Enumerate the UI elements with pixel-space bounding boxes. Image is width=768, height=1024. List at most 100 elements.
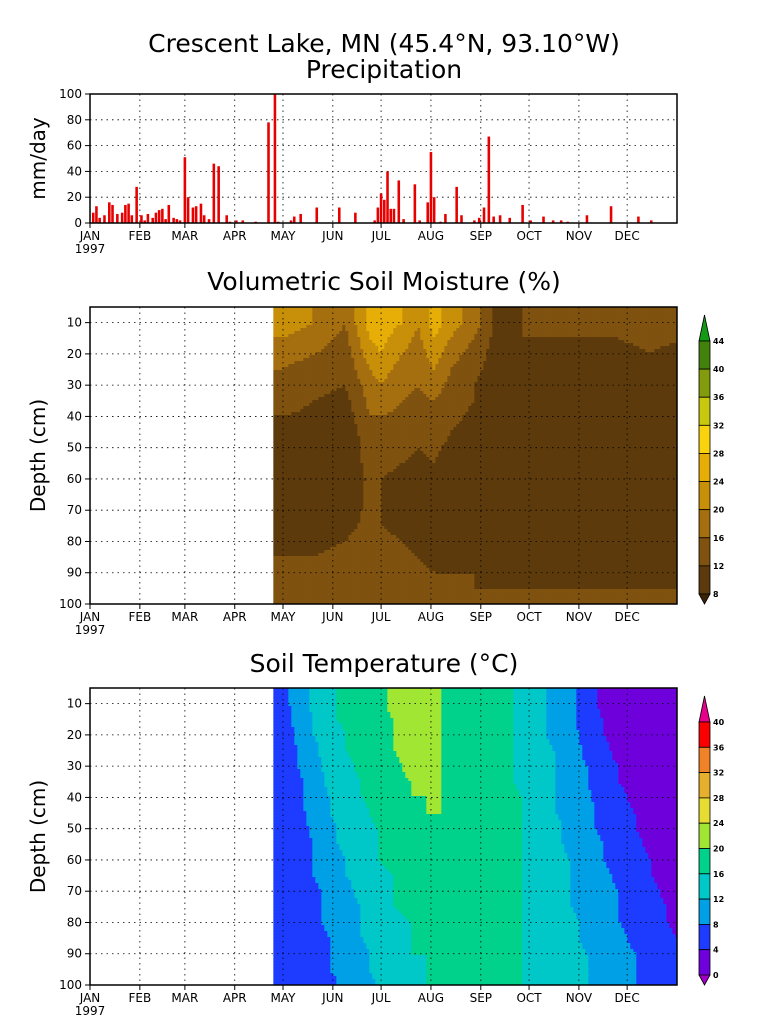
heat-cell (396, 325, 400, 329)
heat-cell (417, 487, 421, 491)
heat-cell (390, 556, 394, 560)
heat-cell (321, 511, 325, 515)
heat-cell (321, 307, 325, 311)
heat-cell (336, 355, 340, 359)
heat-cell (387, 517, 391, 521)
heat-cell (408, 493, 412, 497)
precip-bar (373, 220, 376, 223)
heat-cell (303, 490, 307, 494)
heat-cell (366, 475, 370, 479)
heat-cell (342, 475, 346, 479)
heat-cell (297, 328, 301, 332)
heat-cell (399, 400, 403, 404)
heat-cell (402, 541, 406, 545)
precip-bar (460, 215, 463, 223)
heat-cell (333, 316, 337, 320)
heat-cell (387, 319, 391, 323)
heat-cell (318, 502, 322, 506)
heat-cell (390, 388, 394, 392)
heat-cell (342, 400, 346, 404)
heat-cell (327, 328, 331, 332)
heat-cell (330, 481, 334, 485)
heat-cell (354, 547, 358, 551)
heat-cell (384, 322, 388, 326)
heat-cell (381, 556, 385, 560)
heat-cell (327, 484, 331, 488)
heat-cell (348, 565, 352, 569)
heat-cell (315, 574, 319, 578)
heat-cell (372, 367, 376, 371)
heat-cell (360, 436, 364, 440)
heat-cell (408, 421, 412, 425)
heat-cell (294, 574, 298, 578)
heat-cell (273, 439, 277, 443)
heat-cell (408, 343, 412, 347)
heat-cell (288, 328, 292, 332)
heat-cell (303, 544, 307, 548)
heat-cell (339, 331, 343, 335)
heat-cell (342, 310, 346, 314)
heat-cell (375, 541, 379, 545)
heat-cell (297, 394, 301, 398)
heat-cell (366, 526, 370, 530)
heat-cell (408, 424, 412, 428)
heat-cell (354, 433, 358, 437)
heat-cell (360, 391, 364, 395)
heat-cell (390, 439, 394, 443)
heat-cell (348, 523, 352, 527)
heat-cell (324, 400, 328, 404)
heat-cell (351, 580, 355, 584)
heat-cell (336, 385, 340, 389)
heat-cell (366, 481, 370, 485)
heat-cell (276, 346, 280, 350)
heat-cell (369, 406, 373, 410)
heat-cell (363, 346, 367, 350)
heat-cell (339, 475, 343, 479)
heat-cell (387, 349, 391, 353)
heat-cell (306, 601, 310, 605)
heat-cell (363, 349, 367, 353)
heat-cell (312, 577, 316, 581)
heat-cell (294, 544, 298, 548)
heat-cell (381, 577, 385, 581)
heat-cell (336, 505, 340, 509)
heat-cell (405, 538, 409, 542)
heat-cell (384, 589, 388, 593)
heat-cell (369, 562, 373, 566)
heat-cell (294, 331, 298, 335)
heat-cell (321, 433, 325, 437)
heat-cell (387, 556, 391, 560)
heat-cell (336, 487, 340, 491)
heat-cell (279, 442, 283, 446)
heat-cell (357, 448, 361, 452)
heat-cell (279, 595, 283, 599)
heat-cell (366, 418, 370, 422)
heat-cell (306, 586, 310, 590)
heat-cell (291, 517, 295, 521)
heat-cell (321, 412, 325, 416)
heat-cell (273, 466, 277, 470)
heat-cell (366, 337, 370, 341)
heat-cell (375, 424, 379, 428)
heat-cell (291, 439, 295, 443)
heat-cell (369, 322, 373, 326)
heat-cell (378, 544, 382, 548)
heat-cell (369, 559, 373, 563)
heat-cell (405, 382, 409, 386)
heat-cell (294, 535, 298, 539)
heat-cell (336, 598, 340, 602)
heat-cell (339, 361, 343, 365)
heat-cell (384, 517, 388, 521)
heat-cell (321, 550, 325, 554)
heat-cell (300, 559, 304, 563)
heat-cell (276, 457, 280, 461)
heat-cell (405, 547, 409, 551)
heat-cell (405, 445, 409, 449)
heat-cell (357, 379, 361, 383)
y-tick-label: 100 (59, 87, 82, 101)
heat-cell (384, 553, 388, 557)
heat-cell (378, 538, 382, 542)
heat-cell (324, 352, 328, 356)
heat-cell (363, 583, 367, 587)
heat-cell (294, 319, 298, 323)
